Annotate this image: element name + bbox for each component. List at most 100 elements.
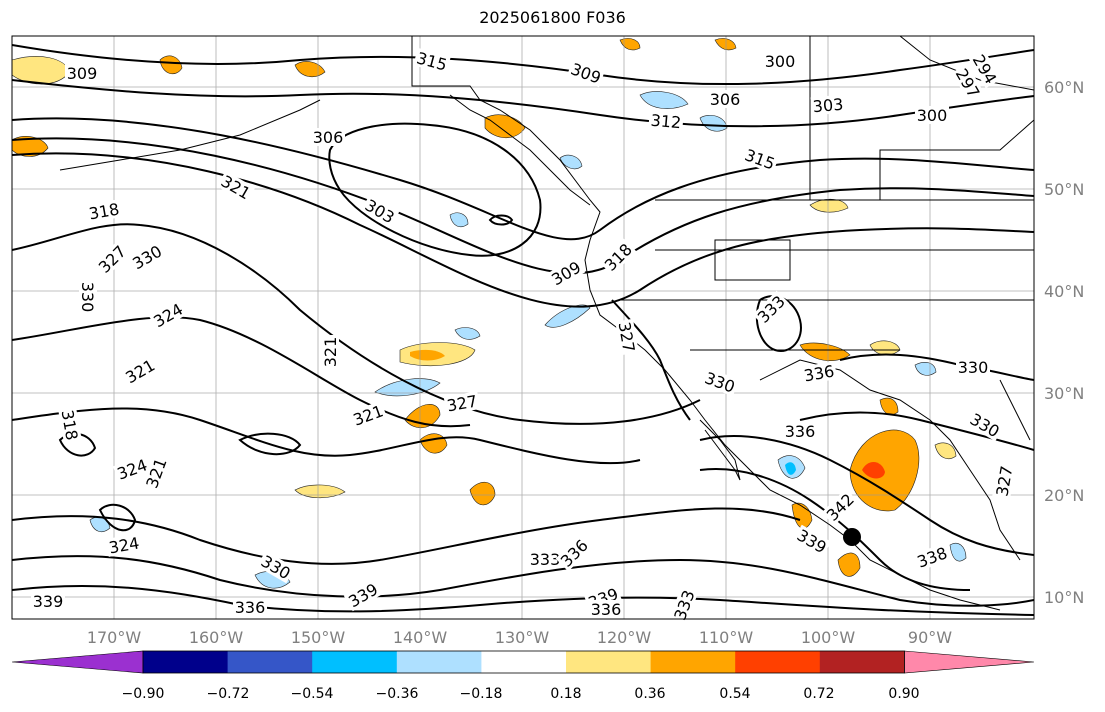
colorbar-ticks: −0.90 −0.72 −0.54 −0.36 −0.18 0.18 0.36 … bbox=[122, 686, 920, 702]
contour-label-bg bbox=[360, 194, 400, 228]
contour-label: 336 bbox=[235, 598, 266, 617]
lat-label: 30°N bbox=[1044, 384, 1084, 403]
contour-label-bg bbox=[800, 361, 838, 385]
contour-label-bg bbox=[85, 199, 123, 223]
colorbar-segment bbox=[396, 651, 482, 673]
contour-label-bg bbox=[233, 598, 267, 616]
colorbar-segment bbox=[650, 651, 736, 673]
contour-label: 300 bbox=[765, 52, 796, 71]
colorbar-tick-label: −0.72 bbox=[207, 686, 250, 702]
colorbar-tick-label: 0.90 bbox=[888, 686, 919, 702]
contour-label-bg bbox=[256, 550, 296, 584]
lon-label: 160°W bbox=[189, 628, 244, 647]
contour-label-bg bbox=[348, 400, 388, 430]
latitude-labels: 60°N 50°N 40°N 30°N 20°N 10°N bbox=[1044, 78, 1084, 607]
contour-label-bg bbox=[79, 280, 97, 314]
colorbar-segment bbox=[143, 651, 229, 673]
colorbar bbox=[11, 650, 1035, 674]
contour-label: 336 bbox=[591, 600, 622, 619]
colorbar-segment bbox=[312, 651, 398, 673]
height-contours bbox=[12, 44, 1034, 616]
contour-label: 330 bbox=[958, 358, 989, 377]
colorbar-tick-label: 0.36 bbox=[634, 686, 665, 702]
contour-label-bg bbox=[763, 52, 797, 70]
contour-label-bg bbox=[792, 524, 832, 558]
lat-label: 40°N bbox=[1044, 282, 1084, 301]
longitude-labels: 170°W 160°W 150°W 140°W 130°W 120°W 110°… bbox=[87, 628, 952, 647]
lon-label: 140°W bbox=[393, 628, 448, 647]
contour-label-bg bbox=[566, 58, 606, 88]
contour-label-bg bbox=[589, 600, 623, 618]
colorbar-segment bbox=[227, 651, 313, 673]
contour-label-bg bbox=[968, 49, 1002, 89]
contour-label-bg bbox=[783, 422, 817, 440]
colorbar-tick-label: −0.90 bbox=[122, 686, 165, 702]
contour-label-bg bbox=[105, 533, 143, 557]
colorbar-extend-high bbox=[904, 650, 1035, 674]
lat-label: 60°N bbox=[1044, 78, 1084, 97]
contour-label-bg bbox=[708, 90, 742, 108]
lon-label: 110°W bbox=[699, 628, 754, 647]
contour-label-bg bbox=[648, 110, 684, 132]
contour-label-bg bbox=[216, 170, 256, 204]
colorbar-segment bbox=[735, 651, 821, 673]
contour-label-bg bbox=[951, 63, 985, 103]
contour-label-bg bbox=[93, 240, 131, 278]
contour-label-bg bbox=[413, 47, 451, 75]
lon-label: 170°W bbox=[87, 628, 142, 647]
contour-label-bg bbox=[965, 408, 1005, 442]
colorbar-tick-label: 0.54 bbox=[719, 686, 750, 702]
contour-label-bg bbox=[311, 128, 345, 146]
lat-label: 10°N bbox=[1044, 588, 1084, 607]
contour-label-bg bbox=[112, 454, 152, 484]
contour-label-bg bbox=[343, 578, 383, 612]
contour-label-bg bbox=[915, 106, 949, 124]
colorbar-tick-label: 0.18 bbox=[550, 686, 581, 702]
contour-label-bg bbox=[810, 94, 846, 116]
shaded-vorticity bbox=[12, 38, 967, 589]
contour-label-bg bbox=[148, 298, 188, 332]
contour-label-bg bbox=[599, 238, 637, 276]
lon-label: 130°W bbox=[495, 628, 550, 647]
lat-label: 50°N bbox=[1044, 180, 1084, 199]
contour-label: 312 bbox=[650, 111, 682, 133]
contour-label-bg bbox=[912, 542, 952, 572]
contour-label-bg bbox=[120, 354, 160, 388]
colorbar-frame bbox=[142, 650, 905, 674]
contour-label-bg bbox=[528, 550, 562, 568]
lat-label: 20°N bbox=[1044, 486, 1084, 505]
contour-label: 339 bbox=[33, 592, 64, 611]
map-frame bbox=[11, 35, 1035, 620]
contour-label-bg bbox=[546, 256, 586, 290]
colorbar-extend-low bbox=[11, 650, 144, 674]
contour-label-bg bbox=[615, 318, 639, 356]
contour-label-bg bbox=[700, 367, 740, 397]
colorbar-segment bbox=[566, 651, 652, 673]
contour-label-bg bbox=[555, 534, 593, 572]
contour-label-bg bbox=[127, 240, 167, 274]
map-background bbox=[12, 36, 1034, 619]
map-title: 2025061800 F036 bbox=[479, 8, 626, 27]
contour-label-bg bbox=[31, 592, 65, 610]
map-content bbox=[12, 36, 1034, 619]
colorbar-segment bbox=[481, 651, 567, 673]
lon-label: 90°W bbox=[908, 628, 952, 647]
contour-label-bg bbox=[65, 64, 99, 82]
contour-label-bg bbox=[752, 290, 790, 328]
contour-label-bg bbox=[740, 144, 780, 174]
contour-label: 336 bbox=[785, 422, 816, 441]
lon-label: 150°W bbox=[291, 628, 346, 647]
colorbar-tick-label: 0.72 bbox=[803, 686, 834, 702]
colorbar-segment bbox=[819, 651, 905, 673]
contour-label: 333 bbox=[530, 550, 561, 569]
contour-label: 306 bbox=[313, 128, 344, 147]
contour-label-bg bbox=[956, 358, 990, 376]
contour-label: 330 bbox=[78, 282, 97, 313]
contour-label-bg bbox=[443, 391, 481, 415]
contour-label: 306 bbox=[710, 90, 741, 109]
contour-label-bg bbox=[992, 462, 1016, 500]
contour-label-bg bbox=[141, 453, 171, 493]
colorbar-tick-label: −0.54 bbox=[291, 686, 334, 702]
contour-label: 309 bbox=[67, 64, 98, 83]
